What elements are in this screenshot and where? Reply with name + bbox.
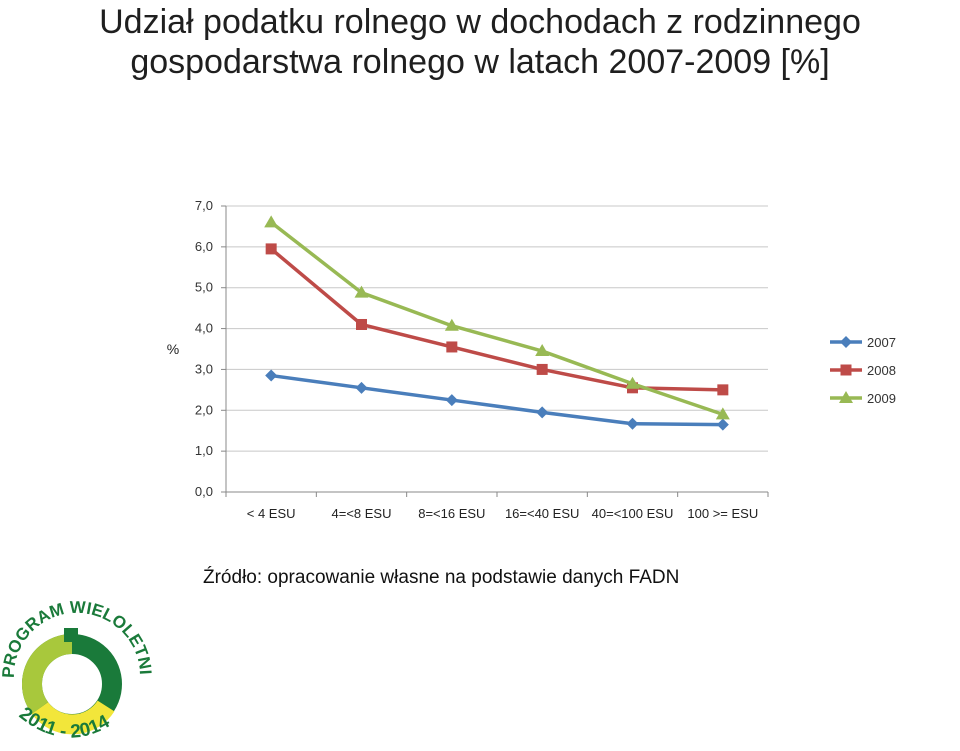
legend-label: 2007 <box>867 335 896 350</box>
data-point <box>264 215 279 228</box>
chart-title: Udział podatku rolnego w dochodach z rod… <box>0 2 960 82</box>
legend-label: 2008 <box>867 363 896 378</box>
legend-item-2007: 2007 <box>830 335 896 350</box>
data-point <box>446 341 458 353</box>
x-tick-label: 16=<40 ESU <box>505 506 579 521</box>
series-2008 <box>265 243 729 396</box>
data-point <box>536 363 548 375</box>
series-group <box>264 215 730 431</box>
data-point <box>355 381 368 394</box>
legend-marker <box>839 391 853 403</box>
data-point <box>626 417 639 430</box>
legend-marker <box>840 364 852 376</box>
y-tick-label: 3,0 <box>195 361 213 376</box>
y-tick-label: 1,0 <box>195 443 213 458</box>
chart-title-line-2: gospodarstwa rolnego w latach 2007-2009 … <box>130 43 830 81</box>
data-point <box>536 406 549 419</box>
y-axis-label: % <box>167 341 179 357</box>
legend-item-2009: 2009 <box>830 391 896 406</box>
x-tick-label: 4=<8 ESU <box>332 506 392 521</box>
x-tick-label: 8=<16 ESU <box>418 506 485 521</box>
x-tick-label: < 4 ESU <box>247 506 296 521</box>
data-point <box>354 285 369 298</box>
data-point <box>444 318 459 331</box>
legend: 2007 2008 2009 <box>830 335 896 406</box>
gridlines <box>226 205 768 452</box>
data-point <box>356 318 367 330</box>
data-point <box>625 376 640 389</box>
y-tick-label: 5,0 <box>195 280 213 295</box>
logo-ring-yellow <box>31 700 115 735</box>
y-tick-label: 2,0 <box>195 402 213 417</box>
data-point <box>716 418 729 431</box>
legend-marker <box>840 336 852 348</box>
data-point <box>445 394 458 407</box>
program-logo: PROGRAM WIELOLETNI 2011 - 2014 <box>0 598 155 743</box>
y-tick-label: 4,0 <box>195 321 213 336</box>
x-tick-label: 40=<100 ESU <box>592 506 674 521</box>
y-tick-label: 6,0 <box>195 239 213 254</box>
series-line <box>270 373 723 427</box>
series-2007 <box>265 369 729 431</box>
y-tick-label: 0,0 <box>195 484 213 499</box>
line-chart: 0,0 1,0 2,0 3,0 4,0 5,0 6,0 7,0 < 4 ESU 4=<8 ESU… <box>167 198 896 521</box>
source-note: Źródło: opracowanie własne na podstawie … <box>203 567 680 588</box>
legend-label: 2009 <box>867 391 896 406</box>
series-line <box>270 220 724 417</box>
data-point <box>265 243 277 255</box>
logo-ring-light <box>22 634 73 714</box>
series-2009 <box>264 215 730 420</box>
x-tick-label: 100 >= ESU <box>687 506 758 521</box>
legend-item-2008: 2008 <box>830 363 896 378</box>
chart-title-line-1: Udział podatku rolnego w dochodach z rod… <box>99 3 861 41</box>
x-tick-labels: < 4 ESU 4=<8 ESU 8=<16 ESU 16=<40 ESU 40=<10… <box>247 506 758 521</box>
axes <box>221 205 769 497</box>
y-tick-label: 7,0 <box>195 198 213 213</box>
y-tick-labels: 0,0 1,0 2,0 3,0 4,0 5,0 6,0 7,0 <box>195 198 213 499</box>
data-point <box>535 344 550 357</box>
series-line <box>270 247 723 392</box>
data-point <box>715 407 730 420</box>
data-point <box>717 384 729 396</box>
data-point <box>265 369 278 382</box>
